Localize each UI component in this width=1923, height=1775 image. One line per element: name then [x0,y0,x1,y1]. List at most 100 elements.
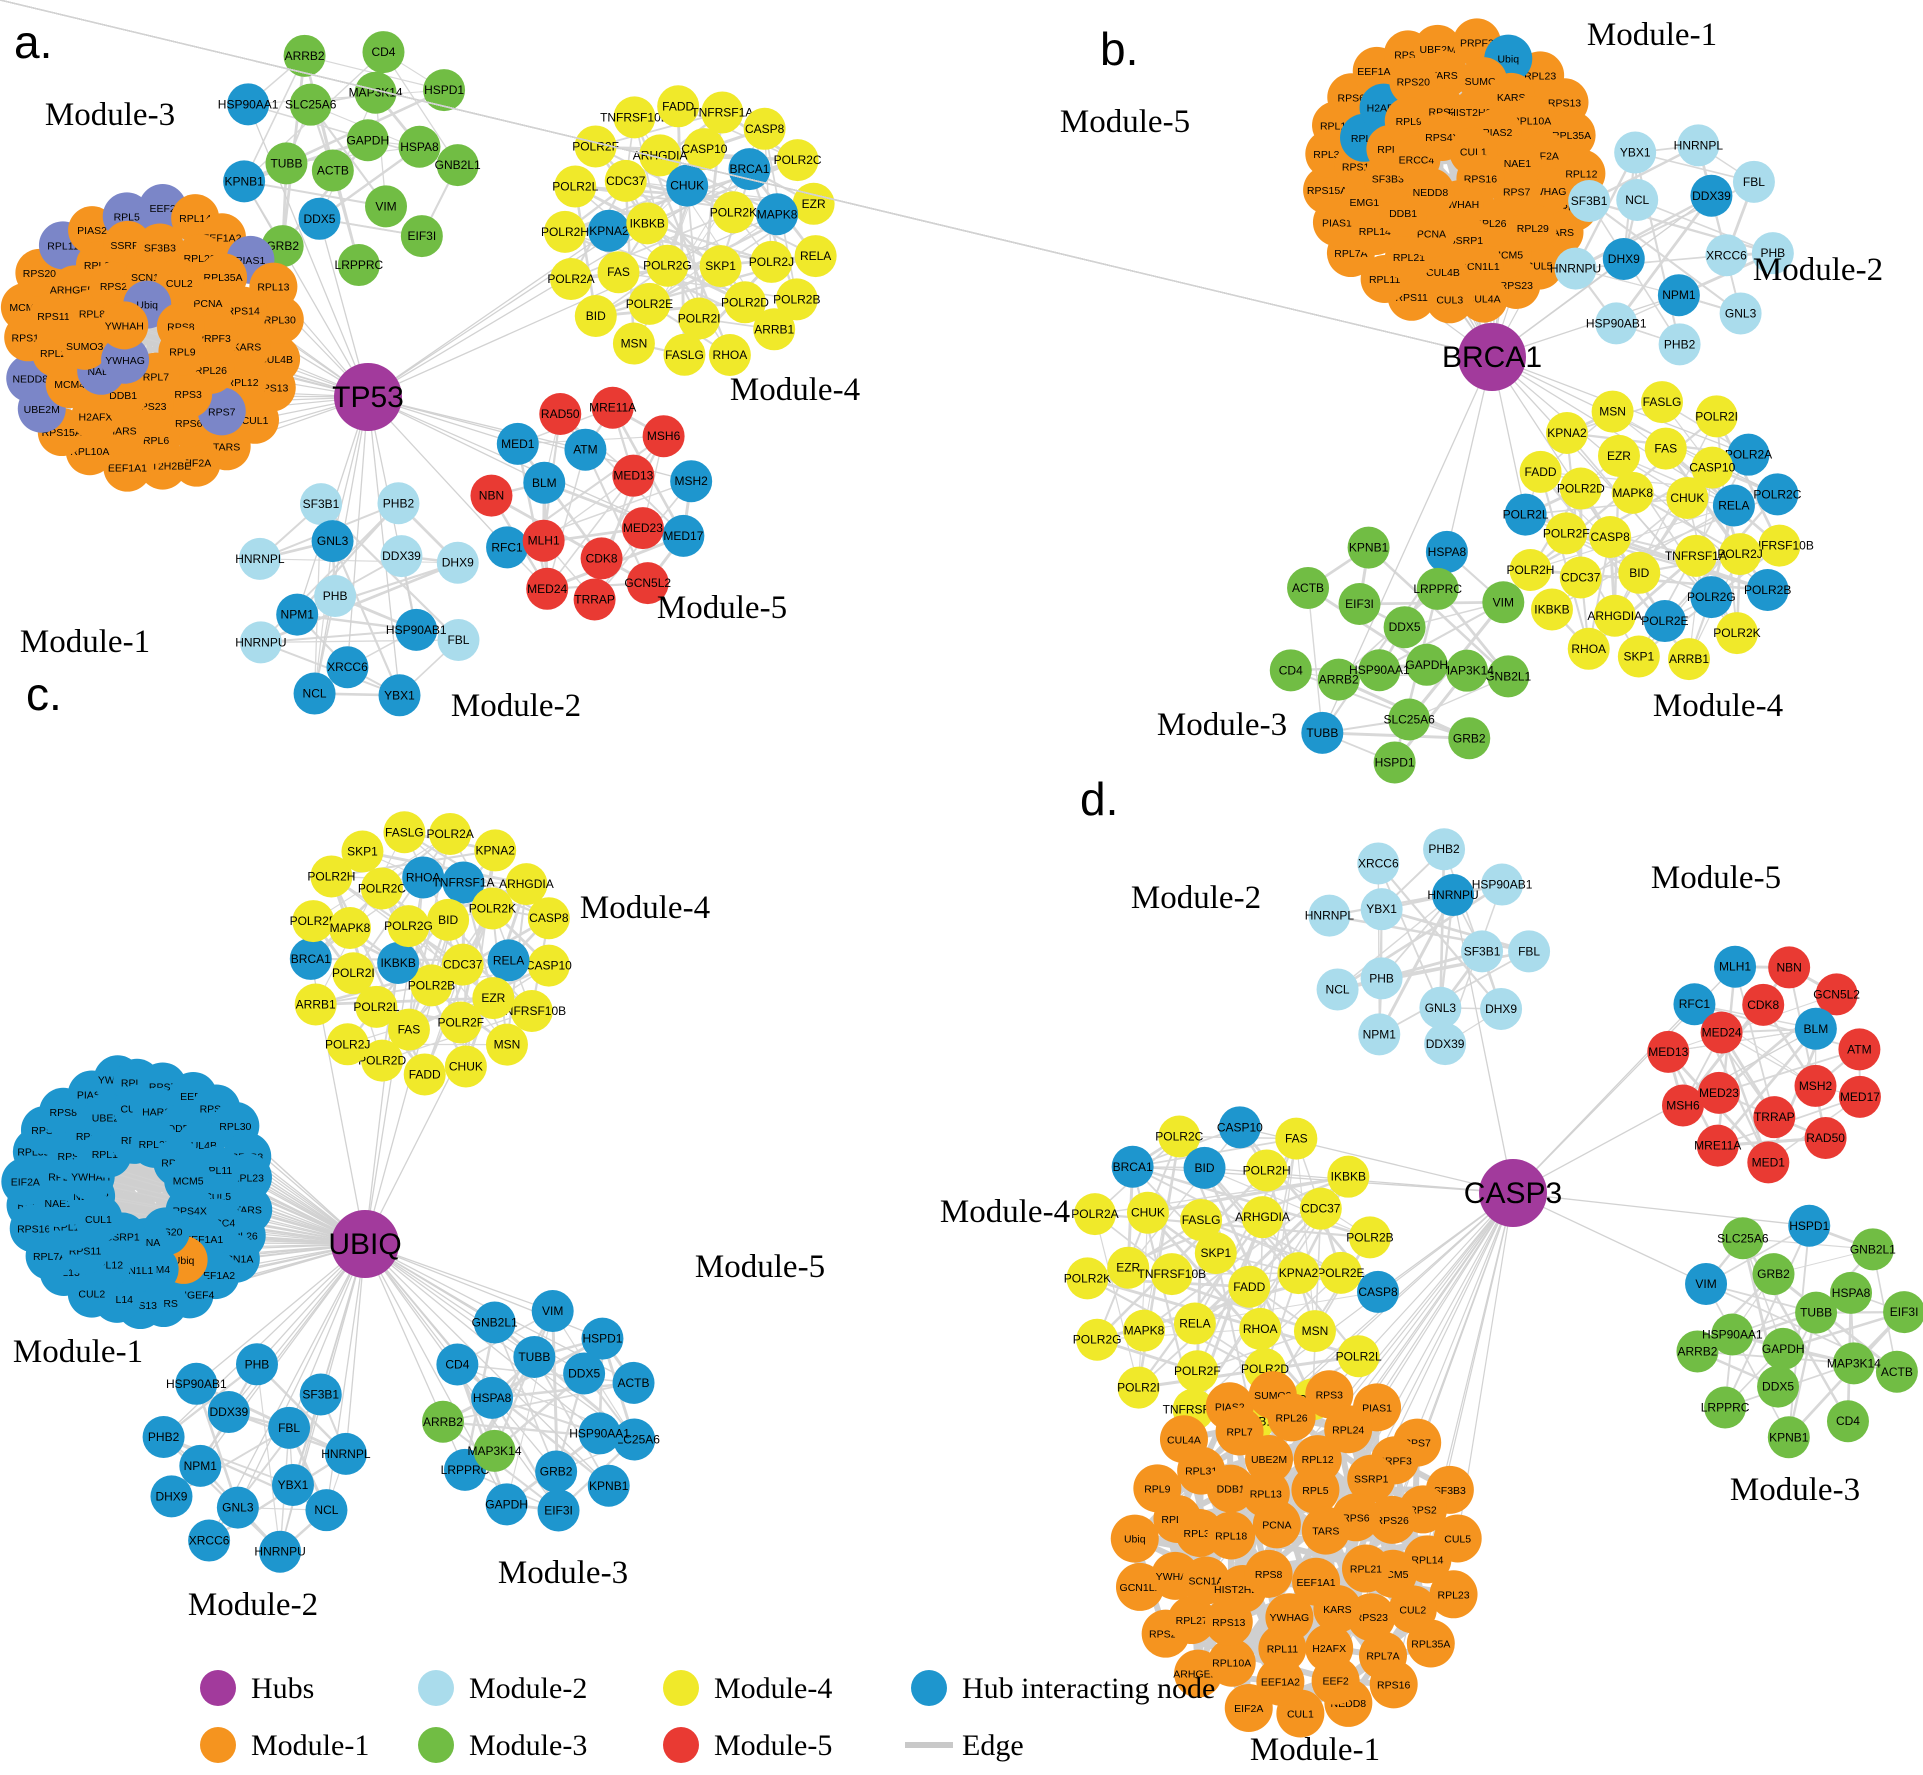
hub-node-UBIQ [331,1210,399,1278]
node-CASP8 [743,107,786,150]
hub-edge [1512,1192,1810,1227]
node-NPM1 [276,593,319,636]
edge [1575,254,1727,270]
node-POLR2H [310,855,353,898]
node-VIM [365,185,408,228]
hub-edge [367,213,778,398]
node-H2AFX [1305,1624,1354,1673]
node-MLH1 [1714,945,1757,988]
node-YWHAG [1265,1593,1314,1642]
node-NEDD8 [1406,168,1455,217]
node-HSP90AB1 [395,608,438,651]
hub-label-CASP3: CASP3 [1464,1177,1562,1210]
node-NCL [293,672,336,715]
node-CASP8 [527,897,570,940]
edge [595,111,723,148]
node-ARRB2 [1317,658,1360,701]
node-KPNB1 [587,1464,630,1507]
edge [382,51,459,166]
node-EEF1A1 [1292,1557,1341,1606]
edge [281,139,369,247]
node-HSPD1 [1788,1204,1831,1247]
node-ARRB2 [1676,1330,1719,1373]
module-label-b-Module-3: Module-3 [1157,707,1287,743]
node-SF3B1 [1461,930,1504,973]
node-POLR2D [1559,467,1602,510]
node-HNRNPU [259,1530,302,1573]
legend-label-Hubs: Hubs [251,1672,314,1705]
edge [1337,894,1454,990]
edge [259,558,458,564]
node-POLR2C [1158,1115,1201,1158]
node-RPL24 [1324,1405,1373,1454]
node-MSN [612,322,655,365]
edge [516,443,603,560]
node-BRCA1 [289,937,332,980]
node-IKBKB [377,942,420,985]
edge [1574,194,1712,270]
node-POLR2J [750,240,793,283]
node-MED24 [1700,1011,1743,1054]
node-FASLG [383,811,426,854]
edge [248,89,445,105]
node-BID [574,295,617,338]
module-label-c-Module-3: Module-3 [498,1555,628,1591]
legend-swatch-Module-2 [418,1670,454,1706]
edge [362,850,527,886]
node-POLR2A [429,812,472,855]
node-BRCA1 [1111,1145,1154,1188]
node-TNFRSF10B [1150,1253,1193,1296]
node-EIF3I [1338,582,1381,625]
node-SSRP1 [1347,1454,1396,1503]
node-KPNA2 [1277,1252,1320,1295]
node-RPL21 [1341,1544,1390,1593]
node-CD4 [1269,649,1312,692]
node-BLM [1794,1007,1837,1050]
node-YBX1 [378,674,421,717]
node-CDC37 [441,943,484,986]
node-POLR2A [550,257,593,300]
node-TARS [1301,1506,1350,1555]
node-RHOA [402,856,445,899]
edge [243,180,387,208]
node-GNL3 [216,1486,259,1529]
legend-label-Hub interacting node: Hub interacting node [962,1672,1215,1705]
edge [260,628,417,644]
edge [546,449,587,589]
node-MSN [1591,390,1634,433]
node-MED13 [612,454,655,497]
node-XRCC6 [1357,842,1400,885]
node-HNRNPU [1432,874,1475,917]
edge [1307,587,1324,733]
node-SKP1 [1617,635,1660,678]
node-VIM [1482,581,1525,624]
node-ACTB [612,1361,655,1404]
legend-swatch-Module-5 [663,1727,699,1763]
edge [1311,1208,1322,1400]
hub-label-TP53: TP53 [332,381,404,414]
module-label-a-Module-2: Module-2 [451,688,581,724]
node-XRCC6 [188,1519,231,1562]
module-label-a-Module-5: Module-5 [657,590,787,626]
node-RPL23 [1429,1570,1478,1619]
node-POLR2J [1719,533,1762,576]
node-POLR2F [439,1001,482,1044]
node-SF3B1 [1568,180,1611,223]
node-DDX5 [563,1352,606,1395]
node-HSP90AA1 [1711,1313,1754,1356]
node-SLC25A6 [289,83,332,126]
node-DDX39 [380,535,423,578]
node-PHB [1360,957,1403,1000]
module-label-c-Module-5: Module-5 [695,1249,825,1285]
node-POLR2I [1695,395,1738,438]
panel-letter-c: c. [26,668,62,720]
module-label-d-Module-1: Module-1 [1250,1732,1380,1768]
node-RELA [1712,484,1755,527]
edge [331,540,401,696]
node-XRCC6 [1705,234,1748,277]
node-POLR2L [355,985,398,1028]
node-TNFRSF10B [510,990,553,1033]
hub-node-CASP3 [1479,1159,1547,1227]
node-TNFRSF10B [613,96,656,139]
panel-a: CD4HSPD1GNB2L1EIF3ILRPPRCGRB2KPNB1HSP90A… [0,16,860,724]
